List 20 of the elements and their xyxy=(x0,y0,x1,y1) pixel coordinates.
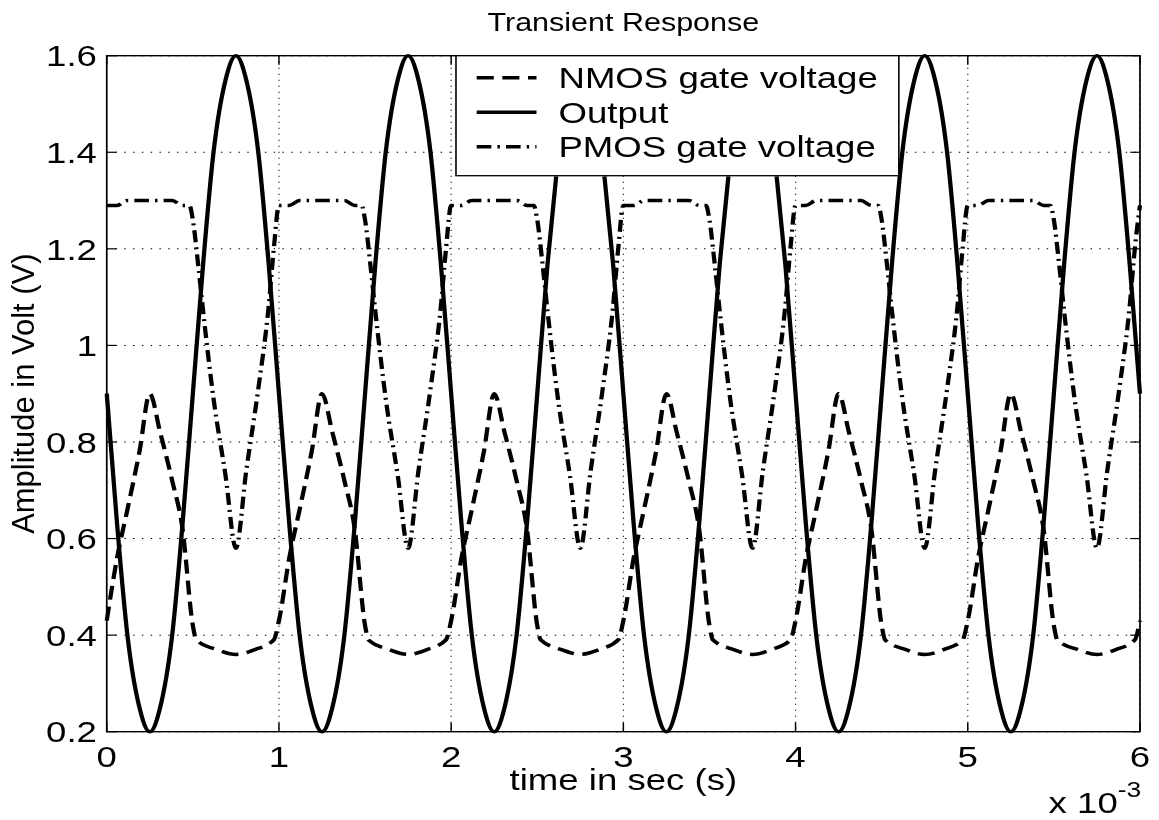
text: x 10$^{-3}$ xyxy=(1048,776,1142,820)
y-axis-title: Amplitude in Volt (V) xyxy=(5,253,42,534)
y-tick-label: 1.4 xyxy=(46,136,97,170)
x-tick-label: 2 xyxy=(440,740,462,774)
y-tick-label: 0.4 xyxy=(46,619,97,653)
x-tick-label: 5 xyxy=(957,740,978,774)
x-tick-label: 6 xyxy=(1129,740,1151,774)
y-tick-label: 1.2 xyxy=(46,232,97,266)
legend-label: NMOS gate voltage xyxy=(558,61,878,95)
x-tick-label: 0 xyxy=(96,740,117,774)
x-tick-label: 1 xyxy=(268,740,290,774)
legend-label: Output xyxy=(558,96,670,130)
chart-title: Transient Response xyxy=(487,8,760,37)
x-tick-label: 4 xyxy=(785,740,806,774)
y-tick-label: 0.2 xyxy=(46,715,97,749)
y-tick-label: 0.8 xyxy=(46,425,97,460)
legend-label: PMOS gate voltage xyxy=(558,130,876,164)
y-tick-label: 0.6 xyxy=(46,522,97,556)
y-tick-label: 1.6 xyxy=(46,39,97,73)
y-tick-label: 1 xyxy=(76,329,97,363)
